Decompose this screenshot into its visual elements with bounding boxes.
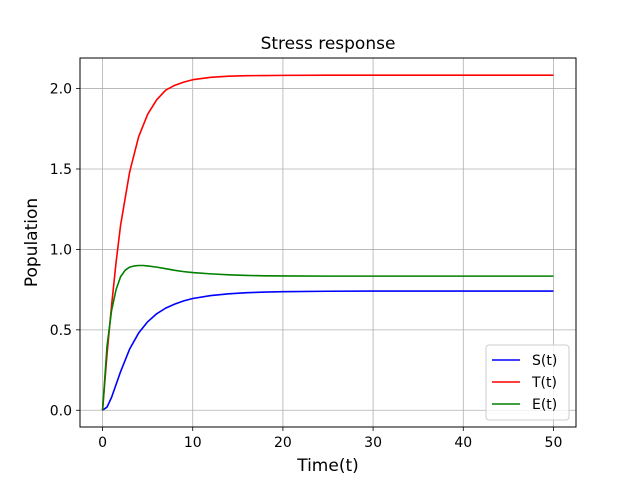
x-tick-label: 50	[545, 435, 563, 451]
chart-title: Stress response	[261, 34, 396, 54]
tick-layer: 0 10 20 30 40 50 0.0 0.5 1.0 1.5 2.0	[50, 82, 563, 451]
y-tick-label: 1.5	[50, 162, 72, 178]
x-tick-label: 10	[184, 435, 202, 451]
x-tick-label: 30	[364, 435, 382, 451]
legend: S(t) T(t) E(t)	[485, 344, 570, 421]
legend-label: S(t)	[532, 353, 557, 369]
legend-box	[485, 344, 570, 421]
grid-layer	[80, 58, 576, 427]
y-tick-label: 0.0	[50, 403, 72, 419]
legend-label: T(t)	[531, 375, 557, 391]
y-tick-label: 2.0	[50, 82, 72, 98]
x-tick-label: 0	[98, 435, 107, 451]
series-layer	[101, 74, 554, 411]
x-tick-label: 40	[454, 435, 472, 451]
y-tick-label: 1.0	[50, 242, 72, 258]
x-axis-label: Time(t)	[296, 456, 359, 476]
x-tick-label: 20	[274, 435, 292, 451]
series-line	[101, 74, 554, 411]
legend-label: E(t)	[532, 397, 557, 413]
series-line	[101, 264, 554, 411]
y-tick-label: 0.5	[50, 323, 72, 339]
axes-frame	[79, 57, 577, 428]
series-line	[102, 290, 554, 411]
y-axis-label: Population	[22, 198, 42, 287]
